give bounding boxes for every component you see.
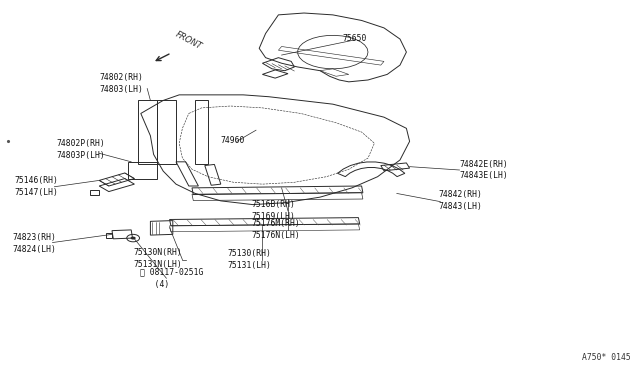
Text: A750* 0145: A750* 0145: [582, 353, 630, 362]
Text: 74842(RH)
74843(LH): 74842(RH) 74843(LH): [438, 190, 483, 211]
Text: 7516B(RH)
75169(LH): 7516B(RH) 75169(LH): [252, 200, 296, 221]
Text: 74802P(RH)
74803P(LH): 74802P(RH) 74803P(LH): [56, 139, 105, 160]
Text: 75176M(RH)
75176N(LH): 75176M(RH) 75176N(LH): [252, 219, 300, 240]
Text: 74802(RH)
74803(LH): 74802(RH) 74803(LH): [99, 73, 143, 94]
Text: 74823(RH)
74824(LH): 74823(RH) 74824(LH): [13, 233, 57, 254]
Text: 74842E(RH)
74843E(LH): 74842E(RH) 74843E(LH): [460, 160, 508, 180]
Text: 74960: 74960: [221, 136, 245, 145]
Circle shape: [131, 237, 136, 240]
Text: Ⓑ 08117-0251G
   (4): Ⓑ 08117-0251G (4): [140, 268, 203, 289]
Text: 75130(RH)
75131(LH): 75130(RH) 75131(LH): [227, 249, 271, 270]
Text: FRONT: FRONT: [174, 30, 204, 51]
Text: 75650: 75650: [342, 34, 367, 43]
Text: 75146(RH)
75147(LH): 75146(RH) 75147(LH): [14, 176, 58, 197]
Text: 75130N(RH)
75131N(LH): 75130N(RH) 75131N(LH): [133, 248, 182, 269]
